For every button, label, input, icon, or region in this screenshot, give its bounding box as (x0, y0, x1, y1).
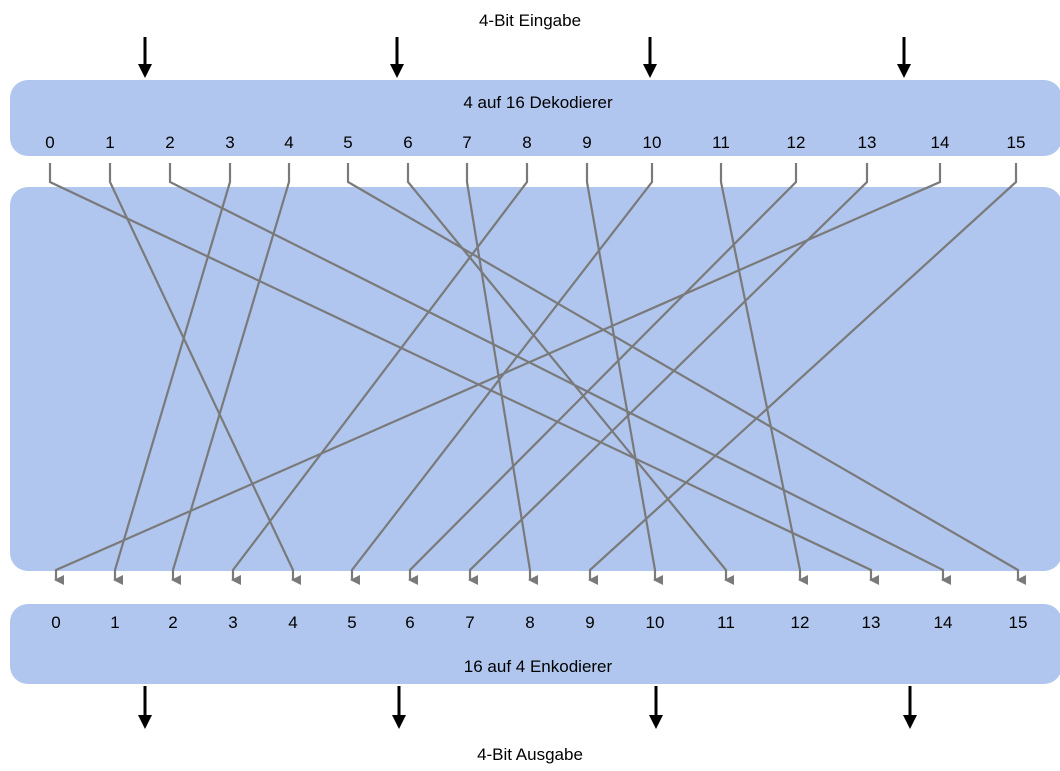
wire-8-to-3 (231, 163, 529, 585)
encoder-input-label: 6 (405, 613, 414, 632)
wire-14-to-0 (54, 163, 942, 585)
encoder-input-label: 14 (934, 613, 953, 632)
encoder-input-label: 13 (862, 613, 881, 632)
output-label: 4-Bit Ausgabe (477, 745, 583, 764)
encoder-input-label: 3 (228, 613, 237, 632)
input-bit-arrow (897, 37, 911, 78)
encoder-input-label: 2 (168, 613, 177, 632)
encoder-title: 16 auf 4 Enkodierer (464, 657, 613, 676)
output-arrows (138, 686, 917, 729)
encoder-input-label: 9 (585, 613, 594, 632)
encoder-input-label: 0 (51, 613, 60, 632)
input-label: 4-Bit Eingabe (479, 11, 581, 30)
decoder-output-label: 11 (712, 133, 730, 152)
encoder-input-label: 12 (791, 613, 810, 632)
encoder-panel (10, 604, 1060, 684)
decoder-output-label: 6 (403, 133, 412, 152)
encoder-input-label: 4 (288, 613, 297, 632)
permutation-panel (10, 187, 1060, 571)
wire-15-to-9 (588, 163, 1018, 585)
encoder-input-label: 8 (525, 613, 534, 632)
wire-5-to-15 (346, 163, 1026, 585)
input-bit-arrow (643, 37, 657, 78)
decoder-output-label: 1 (105, 133, 114, 152)
decoder-panel (10, 80, 1060, 156)
output-bit-arrow (649, 686, 663, 729)
input-arrows (138, 37, 911, 78)
wire-13-to-7 (468, 163, 869, 585)
wire-4-to-2 (171, 163, 291, 585)
wire-1-to-4 (108, 163, 301, 585)
decoder-output-label: 12 (787, 133, 806, 152)
decoder-output-label: 2 (165, 133, 174, 152)
decoder-output-label: 0 (45, 133, 54, 152)
decoder-output-label: 7 (462, 133, 471, 152)
encoder-input-label: 5 (347, 613, 356, 632)
decoder-output-label: 14 (931, 133, 950, 152)
output-bit-arrow (392, 686, 406, 729)
wire-3-to-1 (113, 163, 232, 585)
decoder-output-label: 8 (522, 133, 531, 152)
decoder-output-label: 4 (284, 133, 293, 152)
decoder-output-label: 5 (343, 133, 352, 152)
output-bit-arrow (138, 686, 152, 729)
wire-12-to-6 (408, 163, 798, 585)
wire-10-to-5 (350, 163, 654, 585)
encoder-input-label: 7 (465, 613, 474, 632)
input-bit-arrow (390, 37, 404, 78)
encoder-input-label: 1 (110, 613, 119, 632)
wire-6-to-11 (406, 163, 734, 585)
decoder-output-labels: 0 1 2 3 4 5 6 7 8 9 10 11 12 13 14 15 (45, 133, 1025, 152)
decoder-output-label: 9 (582, 133, 591, 152)
wire-9-to-10 (585, 163, 663, 585)
encoder-input-label: 10 (646, 613, 665, 632)
decoder-output-label: 10 (643, 133, 662, 152)
decoder-title: 4 auf 16 Dekodierer (463, 93, 613, 112)
output-bit-arrow (903, 686, 917, 729)
decoder-output-label: 15 (1007, 133, 1026, 152)
input-bit-arrow (138, 37, 152, 78)
permutation-wires (48, 163, 1026, 585)
decoder-output-label: 3 (225, 133, 234, 152)
encoder-input-label: 15 (1009, 613, 1028, 632)
encoder-input-labels: 0 1 2 3 4 5 6 7 8 9 10 11 12 13 14 15 (51, 613, 1027, 632)
wire-11-to-12 (719, 163, 808, 585)
encoder-input-label: 11 (717, 613, 735, 632)
decoder-output-label: 13 (858, 133, 877, 152)
wire-2-to-14 (168, 163, 951, 585)
wire-0-to-13 (48, 163, 879, 585)
